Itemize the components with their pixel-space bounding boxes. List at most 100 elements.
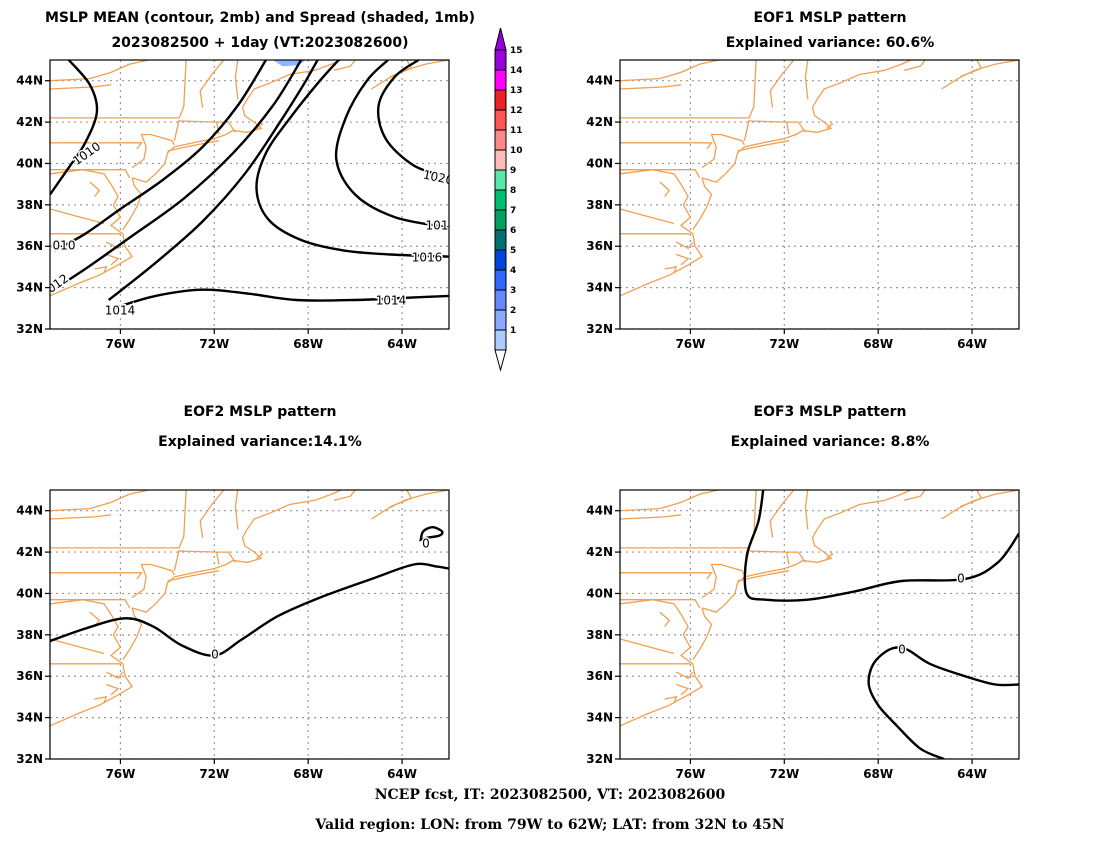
xtick-label: 76W	[105, 767, 135, 781]
ytick-label: 38N	[586, 628, 613, 642]
coastline	[620, 572, 713, 580]
panel-frame	[619, 59, 1020, 330]
ytick-label: 34N	[16, 281, 43, 295]
coastline	[50, 84, 112, 90]
coastline	[94, 696, 108, 704]
ytick-label: 44N	[16, 504, 43, 518]
contour-line-0	[419, 525, 444, 542]
ytick-label: 42N	[586, 545, 613, 559]
ytick-label: 32N	[586, 752, 613, 766]
coastline	[701, 133, 745, 169]
coastline	[620, 84, 682, 90]
coastline	[50, 572, 143, 580]
coastline	[804, 60, 809, 100]
coastline	[122, 177, 143, 231]
colorbar-label: 3	[510, 286, 516, 296]
colorbar-label: 15	[510, 46, 523, 56]
colorbar-swatch	[494, 89, 507, 111]
coastline	[234, 60, 239, 100]
coastline	[122, 607, 143, 661]
contour-label: 101	[426, 219, 449, 233]
ytick-label: 40N	[16, 586, 43, 600]
coastline	[620, 169, 704, 297]
coastline	[105, 671, 124, 680]
ytick-label: 36N	[586, 669, 613, 683]
colorbar-swatch	[494, 49, 507, 71]
coastline	[743, 119, 750, 141]
contour-line-1020	[377, 60, 445, 178]
colorbar-label: 13	[510, 86, 523, 96]
colorbar-swatch	[494, 269, 507, 291]
coastline	[737, 570, 790, 582]
contour-label: 1016	[412, 251, 443, 265]
panel-frame	[619, 489, 1020, 760]
colorbar-swatch	[494, 109, 507, 131]
colorbar-label: 10	[510, 146, 523, 156]
xtick-label: 68W	[293, 337, 323, 351]
panel-1: MSLP MEAN (contour, 2mb) and Spread (sha…	[16, 10, 475, 351]
coastline	[50, 60, 187, 119]
coastline	[701, 60, 912, 183]
coastline	[215, 121, 236, 135]
coastline	[785, 551, 806, 565]
panel-title: EOF1 MSLP pattern	[754, 10, 907, 26]
coastline	[960, 490, 983, 508]
ytick-label: 38N	[16, 198, 43, 212]
colorbar-label: 6	[510, 226, 516, 236]
coastline	[167, 140, 220, 152]
xtick-label: 64W	[387, 767, 417, 781]
xtick-label: 64W	[957, 337, 987, 351]
coastline	[903, 60, 926, 71]
coastline	[50, 490, 187, 549]
coastline	[960, 60, 983, 78]
ytick-label: 40N	[16, 156, 43, 170]
coastline	[50, 638, 105, 655]
ytick-label: 32N	[16, 752, 43, 766]
coastline	[659, 611, 671, 627]
colorbar-swatch	[494, 289, 507, 311]
coastline	[333, 60, 356, 71]
contour-label: 0	[211, 648, 219, 662]
panel-plot-area: 00	[620, 490, 1019, 759]
coastline	[89, 181, 101, 197]
coastline	[620, 514, 682, 520]
coastline	[215, 551, 236, 565]
contour-line-1010	[50, 60, 99, 196]
colorbar-label: 4	[510, 266, 516, 276]
coastline	[106, 253, 120, 266]
contour-line-1018	[334, 60, 449, 229]
contour-label: 0	[957, 572, 965, 586]
xtick-label: 68W	[863, 767, 893, 781]
coastline	[620, 169, 701, 179]
coastline	[390, 60, 413, 78]
contour-label: 010	[53, 239, 76, 253]
coastline	[173, 549, 180, 571]
colorbar-swatch	[494, 309, 507, 331]
colorbar-label: 12	[510, 106, 523, 116]
panel-subtitle: Explained variance: 60.6%	[726, 35, 935, 51]
colorbar-label: 5	[510, 246, 516, 256]
coastline	[371, 490, 449, 520]
coastline	[826, 550, 834, 559]
coastline	[737, 140, 790, 152]
panel-title: MSLP MEAN (contour, 2mb) and Spread (sha…	[45, 10, 475, 26]
coastline	[50, 208, 105, 225]
ytick-label: 32N	[586, 322, 613, 336]
coastline	[179, 120, 220, 123]
coastline	[50, 599, 134, 727]
coastline	[749, 120, 790, 123]
colorbar-top-arrow	[494, 27, 507, 51]
colorbar-label: 8	[510, 186, 516, 196]
coastline	[664, 696, 678, 704]
colorbar-swatch	[494, 209, 507, 231]
coastline	[676, 683, 690, 696]
colorbar-swatch	[494, 229, 507, 251]
ytick-label: 44N	[16, 74, 43, 88]
coastline	[769, 60, 795, 108]
contour-line-1012	[50, 60, 303, 293]
contour-line-0	[743, 490, 1019, 602]
coastline	[826, 120, 834, 129]
contour-line-0	[50, 562, 449, 657]
footer-valid-region: Valid region: LON: from 79W to 62W; LAT:…	[315, 817, 785, 833]
